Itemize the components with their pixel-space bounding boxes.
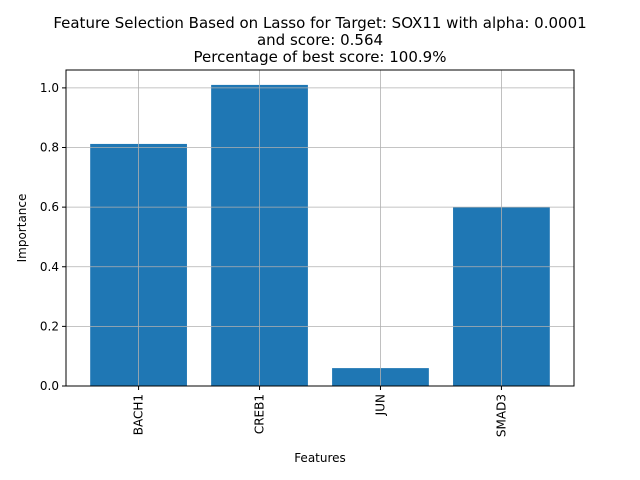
x-tick-label: BACH1 bbox=[132, 394, 146, 435]
chart-title-line-3: Percentage of best score: 100.9% bbox=[194, 48, 447, 66]
y-axis-ticks: 0.0 0.2 0.4 0.6 0.8 1.0 bbox=[40, 81, 66, 393]
x-axis-ticks: BACH1 CREB1 JUN SMAD3 bbox=[132, 386, 508, 437]
chart-title: Feature Selection Based on Lasso for Tar… bbox=[53, 14, 586, 66]
x-tick-label: SMAD3 bbox=[494, 394, 508, 437]
x-axis-label: Features bbox=[294, 451, 346, 465]
y-tick-label: 1.0 bbox=[40, 81, 59, 95]
y-axis-label: Importance bbox=[15, 194, 29, 263]
x-tick-label: JUN bbox=[373, 394, 387, 416]
bars bbox=[90, 84, 550, 386]
x-tick-label: CREB1 bbox=[253, 394, 267, 434]
y-tick-label: 0.6 bbox=[40, 200, 59, 214]
y-tick-label: 0.4 bbox=[40, 260, 59, 274]
chart-title-line-2: and score: 0.564 bbox=[257, 31, 383, 49]
y-tick-label: 0.8 bbox=[40, 141, 59, 155]
y-tick-label: 0.2 bbox=[40, 319, 59, 333]
plot-area-frame bbox=[65, 69, 575, 387]
chart-title-line-1: Feature Selection Based on Lasso for Tar… bbox=[53, 14, 586, 32]
y-tick-label: 0.0 bbox=[40, 379, 59, 393]
